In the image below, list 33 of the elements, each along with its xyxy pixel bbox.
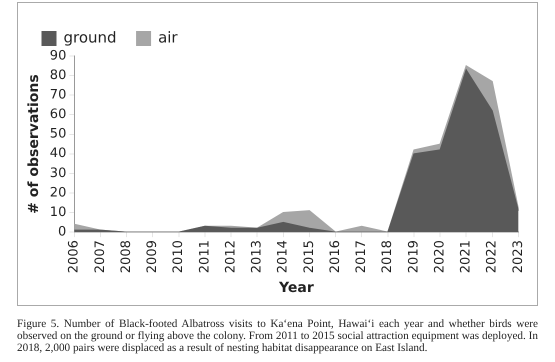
x-tick-label: 2021 xyxy=(458,240,474,274)
x-tick-label: 2006 xyxy=(66,240,82,274)
y-tick-label: 20 xyxy=(50,185,66,200)
x-tick-label: 2023 xyxy=(510,240,526,274)
x-tick-label: 2009 xyxy=(145,240,160,274)
x-tick-label: 2016 xyxy=(328,240,343,274)
y-tick-label: 80 xyxy=(50,68,66,83)
legend-label: ground xyxy=(64,28,117,46)
x-tick-label: 2008 xyxy=(118,240,134,274)
x-tick-label: 2015 xyxy=(302,240,317,274)
x-axis-title: Year xyxy=(278,280,314,296)
x-tick-label: 2019 xyxy=(406,240,422,274)
y-tick-label: 90 xyxy=(50,48,66,64)
caption: Figure 5. Number of Black-footed Albatross visits to Ka‘ena Point, Hawai‘i each year and whether birds were observed on the ground or flying above the colony. From 2011 to 2015 social attraction equipment was deployed. In 2018, 2,000 pairs were displaced as a result of nesting habitat disappearance on East Island. xyxy=(17,318,538,354)
y-tick-label: 50 xyxy=(50,126,66,142)
y-tick-label: 60 xyxy=(50,107,66,122)
y-tick-label: 0 xyxy=(58,224,66,240)
x-tick-label: 2012 xyxy=(223,240,238,274)
x-tick-label: 2014 xyxy=(276,240,291,274)
x-tick-label: 2007 xyxy=(92,240,108,274)
y-tick-label: 70 xyxy=(50,88,66,103)
x-tick-label: 2013 xyxy=(250,240,265,274)
x-tick-label: 2010 xyxy=(171,240,186,274)
x-tick-label: 2018 xyxy=(380,240,396,274)
x-tick-label: 2011 xyxy=(197,240,212,274)
y-tick-label: 40 xyxy=(50,146,66,162)
x-tick-label: 2017 xyxy=(354,240,370,274)
legend-label: air xyxy=(158,28,178,46)
x-tick-label: 2022 xyxy=(484,240,500,274)
y-tick-label: 10 xyxy=(50,204,66,220)
y-tick-label: 30 xyxy=(50,166,66,181)
y-axis-title: # of observations xyxy=(26,74,42,214)
x-tick-label: 2020 xyxy=(432,240,448,274)
